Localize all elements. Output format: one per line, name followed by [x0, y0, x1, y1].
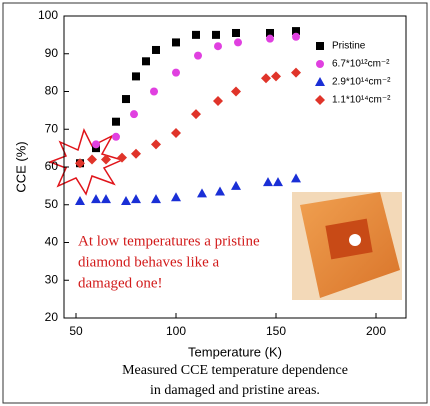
marker-circle: [266, 34, 274, 43]
legend-marker: [315, 77, 325, 86]
marker-triangle: [215, 186, 225, 196]
annotation: damaged one!: [78, 275, 163, 291]
marker-triangle: [91, 194, 101, 204]
y-tick-label: 100: [38, 8, 58, 22]
marker-diamond: [101, 154, 111, 165]
marker-circle: [112, 132, 120, 141]
y-tick-label: 40: [45, 235, 59, 249]
y-tick-label: 70: [45, 121, 59, 135]
marker-square: [172, 38, 180, 47]
marker-triangle: [151, 194, 161, 204]
x-tick-label: 100: [166, 324, 186, 338]
marker-diamond: [151, 139, 161, 150]
marker-circle: [130, 110, 138, 119]
y-tick-label: 60: [45, 159, 59, 173]
marker-square: [122, 95, 130, 104]
x-tick-label: 50: [69, 324, 83, 338]
starburst: [47, 127, 125, 196]
marker-triangle: [291, 173, 301, 183]
y-tick-label: 30: [45, 272, 59, 286]
legend-marker: [315, 95, 325, 105]
marker-triangle: [171, 192, 181, 202]
legend-marker: [316, 60, 324, 68]
marker-triangle: [197, 188, 207, 198]
annotation: At low temperatures a pristine: [78, 233, 260, 249]
caption: Measured CCE temperature dependence: [122, 363, 348, 378]
marker-square: [292, 27, 300, 36]
marker-diamond: [117, 152, 127, 163]
marker-triangle: [231, 180, 241, 190]
marker-diamond: [271, 71, 281, 82]
marker-square: [142, 57, 150, 66]
marker-diamond: [191, 109, 201, 120]
legend-label: Pristine: [332, 41, 366, 52]
legend-label: 6.7*10¹²cm⁻²: [332, 59, 390, 70]
marker-square: [112, 117, 120, 126]
marker-square: [192, 30, 200, 39]
marker-square: [132, 72, 140, 81]
marker-circle: [150, 87, 158, 96]
marker-square: [212, 30, 220, 39]
marker-diamond: [213, 95, 223, 106]
marker-circle: [292, 32, 300, 41]
marker-triangle: [101, 194, 111, 204]
y-tick-label: 20: [45, 310, 59, 324]
marker-diamond: [171, 128, 181, 139]
annotation: diamond behaves like a: [78, 254, 220, 270]
marker-diamond: [87, 154, 97, 165]
marker-triangle: [121, 195, 131, 205]
marker-circle: [194, 51, 202, 60]
caption: in damaged and pristine areas.: [150, 383, 320, 398]
marker-square: [232, 28, 240, 37]
marker-diamond: [131, 148, 141, 159]
y-tick-label: 80: [45, 84, 59, 98]
x-tick-label: 150: [266, 324, 286, 338]
marker-circle: [172, 68, 180, 77]
legend-label: 1.1*10¹⁴cm⁻²: [332, 95, 391, 106]
marker-triangle: [263, 177, 273, 187]
y-tick-label: 90: [45, 46, 59, 60]
y-axis-label: CCE (%): [13, 141, 28, 192]
marker-diamond: [261, 73, 271, 84]
marker-triangle: [75, 195, 85, 205]
inset-image: [292, 192, 402, 300]
marker-triangle: [131, 194, 141, 204]
x-axis-label: Temperature (K): [188, 344, 282, 359]
marker-circle: [214, 42, 222, 51]
marker-circle: [234, 38, 242, 47]
marker-circle: [92, 140, 100, 149]
y-tick-label: 50: [45, 197, 59, 211]
marker-square: [152, 45, 160, 54]
x-tick-label: 200: [366, 324, 386, 338]
marker-diamond: [291, 67, 301, 78]
legend-label: 2.9*10¹⁴cm⁻²: [332, 77, 391, 88]
marker-diamond: [75, 158, 85, 169]
marker-diamond: [231, 86, 241, 97]
marker-triangle: [273, 177, 283, 187]
legend-marker: [316, 42, 324, 50]
marker-square: [266, 28, 274, 37]
